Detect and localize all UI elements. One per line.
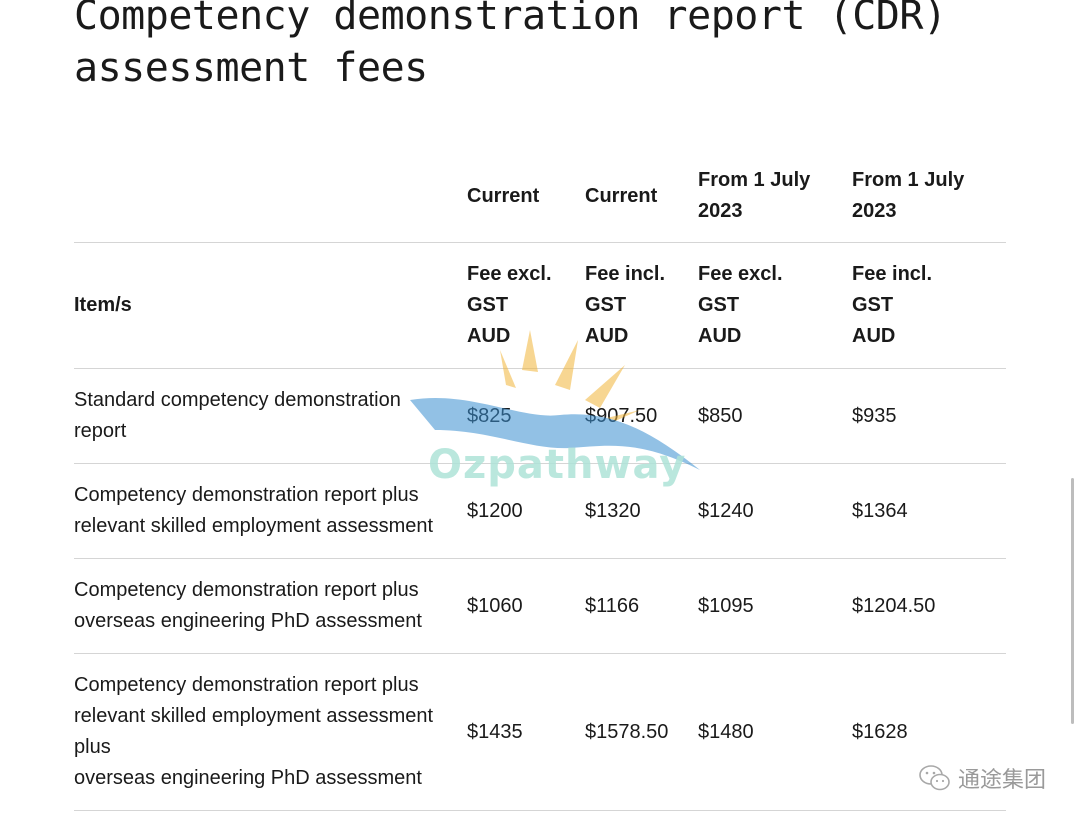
period-header-cell: Current bbox=[467, 150, 585, 243]
empty-header-cell bbox=[74, 150, 467, 243]
unit-header-cell: Fee incl. GST AUD bbox=[585, 242, 698, 369]
unit-header-cell: Fee excl. GST AUD bbox=[698, 242, 852, 369]
item-line: relevant skilled employment assessment bbox=[74, 515, 434, 537]
brand-label: 通途集团 bbox=[957, 767, 1046, 792]
item-line: relevant skilled employment assessment bbox=[74, 705, 434, 727]
fee-cell: $1578.50 bbox=[585, 653, 698, 811]
period-header-line1: From 1 July bbox=[698, 169, 811, 191]
item-line: overseas engineering PhD assessment bbox=[74, 767, 422, 789]
fee-cell: $1628 bbox=[852, 653, 1006, 811]
unit-header-row: Item/s Fee excl. GST AUD Fee incl. GST A… bbox=[74, 242, 1006, 369]
table-row: Competency demonstration report plus rel… bbox=[74, 463, 1006, 559]
item-line: Competency demonstration report plus bbox=[74, 674, 419, 696]
item-line: overseas engineering PhD assessment bbox=[74, 610, 422, 632]
page-title-line2: assessment fees bbox=[74, 45, 428, 91]
item-cell: Competency demonstration report plus ove… bbox=[74, 558, 467, 654]
item-line: Competency demonstration report plus bbox=[74, 484, 419, 506]
fee-cell: $1060 bbox=[467, 558, 585, 654]
unit-header-line1: Fee incl. bbox=[852, 263, 933, 285]
item-header-cell: Item/s bbox=[74, 242, 467, 369]
fee-cell: $1480 bbox=[698, 653, 852, 811]
fee-cell: $1095 bbox=[698, 558, 852, 654]
fee-cell: $1435 bbox=[467, 653, 585, 811]
table-row: Competency demonstration report plus rel… bbox=[74, 653, 1006, 811]
item-cell: Standard competency demonstration report bbox=[74, 368, 467, 464]
period-header-cell: From 1 July 2023 bbox=[852, 150, 1006, 243]
unit-header-line3: AUD bbox=[585, 325, 629, 347]
period-header-cell: Current bbox=[585, 150, 698, 243]
item-line: Competency demonstration report plus bbox=[74, 579, 419, 601]
period-header-line1: From 1 July bbox=[852, 169, 965, 191]
page-title: Competency demonstration report (CDR) as… bbox=[74, 0, 974, 94]
table-row: Competency demonstration report plus ove… bbox=[74, 558, 1006, 654]
fee-cell: $850 bbox=[698, 368, 852, 464]
unit-header-line3: AUD bbox=[467, 325, 511, 347]
brand-badge: 通途集团 bbox=[918, 762, 1046, 794]
unit-header-line1: Fee excl. bbox=[467, 263, 552, 285]
unit-header-line2: GST bbox=[852, 294, 894, 316]
fee-cell: $1240 bbox=[698, 463, 852, 559]
fee-cell: $907.50 bbox=[585, 368, 698, 464]
item-line: report bbox=[74, 420, 127, 442]
scrollbar[interactable] bbox=[1071, 478, 1074, 724]
item-cell: Competency demonstration report plus rel… bbox=[74, 653, 467, 811]
fee-cell: $1320 bbox=[585, 463, 698, 559]
item-line: Standard competency demonstration bbox=[74, 389, 401, 411]
item-cell: Competency demonstration report plus rel… bbox=[74, 463, 467, 559]
period-header-line1: Current bbox=[585, 184, 658, 207]
unit-header-line2: GST bbox=[585, 294, 627, 316]
fee-cell: $1204.50 bbox=[852, 558, 1006, 654]
table-row: Standard competency demonstration report… bbox=[74, 368, 1006, 464]
period-header-line1: Current bbox=[467, 184, 540, 207]
page-title-line1: Competency demonstration report (CDR) bbox=[74, 0, 947, 39]
unit-header-cell: Fee incl. GST AUD bbox=[852, 242, 1006, 369]
wechat-icon bbox=[919, 765, 950, 791]
unit-header-line2: GST bbox=[698, 294, 740, 316]
fees-table: Current Current From 1 July 2023 From 1 … bbox=[74, 150, 1006, 811]
unit-header-line2: GST bbox=[467, 294, 509, 316]
period-header-line2: 2023 bbox=[698, 200, 743, 222]
unit-header-line1: Fee excl. bbox=[698, 263, 783, 285]
fee-cell: $935 bbox=[852, 368, 1006, 464]
item-line: plus bbox=[74, 736, 111, 758]
fee-cell: $1200 bbox=[467, 463, 585, 559]
fee-cell: $825 bbox=[467, 368, 585, 464]
period-header-row: Current Current From 1 July 2023 From 1 … bbox=[74, 150, 1006, 243]
period-header-line2: 2023 bbox=[852, 200, 897, 222]
unit-header-line3: AUD bbox=[698, 325, 742, 347]
unit-header-line1: Fee incl. bbox=[585, 263, 666, 285]
period-header-cell: From 1 July 2023 bbox=[698, 150, 852, 243]
fee-cell: $1166 bbox=[585, 558, 698, 654]
unit-header-line3: AUD bbox=[852, 325, 896, 347]
fee-cell: $1364 bbox=[852, 463, 1006, 559]
unit-header-cell: Fee excl. GST AUD bbox=[467, 242, 585, 369]
